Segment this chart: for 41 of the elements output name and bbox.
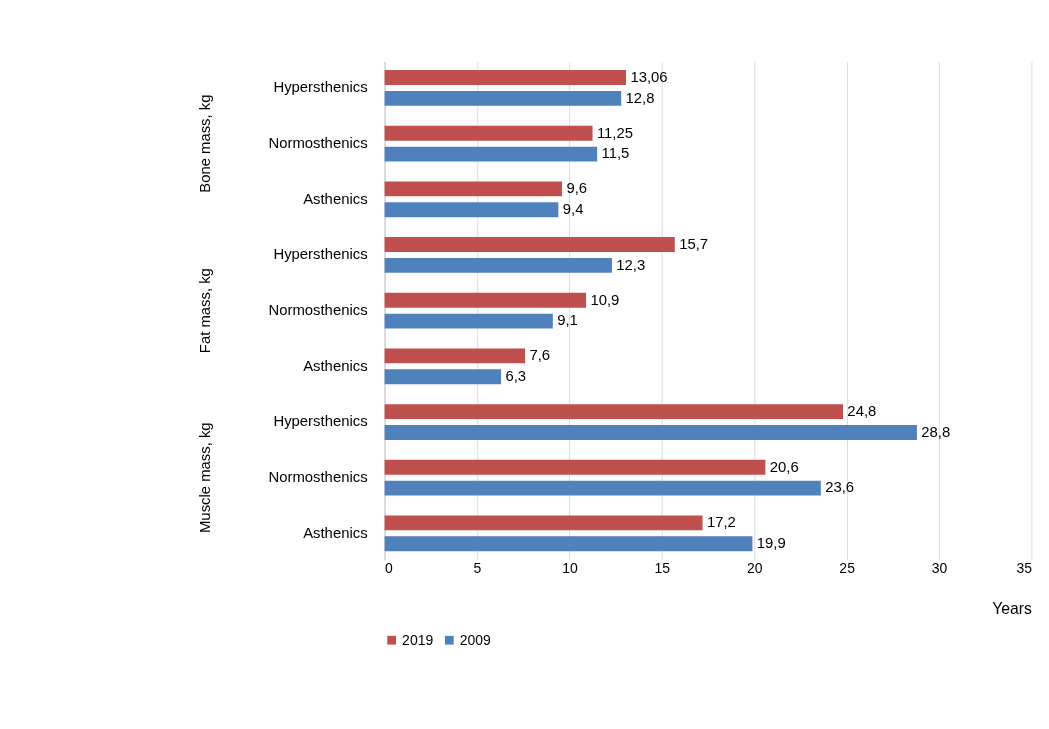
- x-tick-label: 35: [1016, 560, 1033, 577]
- legend-label: 2019: [402, 631, 434, 648]
- legend-label: 2009: [459, 631, 492, 648]
- x-tick-label: 5: [473, 560, 482, 577]
- y-tick-label: Hypersthenics: [273, 246, 368, 263]
- data-label: 24,8: [847, 402, 877, 419]
- data-label: 9,1: [557, 312, 578, 329]
- x-tick-label: 10: [562, 560, 578, 577]
- x-tick-label: 15: [654, 560, 671, 577]
- x-tick-label: 0: [385, 560, 394, 577]
- x-tick-label: 20: [746, 560, 763, 577]
- data-label: 7,6: [529, 347, 551, 364]
- data-label: 11,5: [601, 145, 630, 162]
- y-tick-label: Normosthenics: [268, 302, 368, 319]
- data-label: 15,7: [679, 235, 709, 252]
- text: Fat mass, kg: [196, 268, 213, 354]
- data-label: 20,6: [769, 458, 799, 475]
- y-tick-label: Asthenics: [303, 524, 368, 541]
- y-tick-label: Hypersthenics: [273, 413, 368, 430]
- data-label: 9,6: [566, 180, 588, 197]
- x-tick-label: 30: [931, 560, 948, 577]
- y-tick-label: Asthenics: [303, 357, 368, 374]
- data-label: 28,8: [921, 423, 951, 440]
- x-axis-title: Years: [992, 600, 1033, 618]
- text: Bone mass, kg: [196, 94, 213, 193]
- y-tick-label: Normosthenics: [268, 469, 368, 486]
- text: Muscle mass, kg: [196, 422, 213, 534]
- y-tick-label: Hypersthenics: [273, 79, 368, 96]
- data-label: 13,06: [630, 68, 668, 85]
- data-label: 19,9: [756, 535, 786, 552]
- data-label: 12,8: [625, 89, 655, 106]
- data-label: 6,3: [505, 368, 527, 385]
- y-tick-label: Asthenics: [303, 190, 368, 207]
- y-tick-label: Normosthenics: [268, 135, 368, 152]
- data-label: 9,4: [562, 201, 584, 218]
- x-tick-label: 25: [839, 560, 856, 577]
- data-label: 17,2: [706, 514, 736, 531]
- data-label: 10,9: [590, 291, 620, 308]
- data-label: 23,6: [825, 479, 855, 496]
- data-label: 11,25: [596, 124, 634, 141]
- data-label: 12,3: [616, 256, 646, 273]
